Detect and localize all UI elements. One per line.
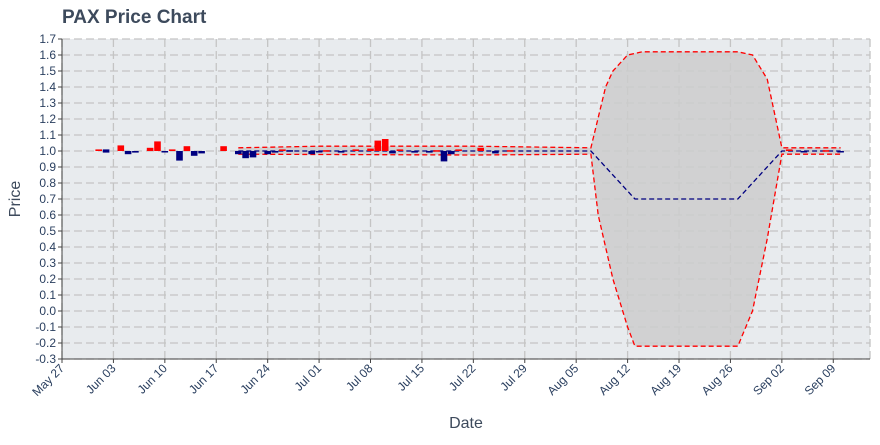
candle	[785, 149, 793, 151]
y-tick-label: 0.6	[39, 208, 56, 222]
candle	[190, 151, 198, 156]
x-tick-label: Aug 19	[647, 361, 684, 398]
candle	[389, 151, 396, 154]
candle	[176, 151, 183, 161]
y-tick-label: 0.5	[39, 224, 56, 238]
x-tick-label: Jun 03	[83, 361, 119, 397]
x-axis-label: Date	[449, 415, 483, 432]
candle	[198, 151, 205, 154]
candle	[220, 146, 227, 151]
candle	[132, 151, 139, 153]
x-tick-label: Jul 01	[292, 361, 325, 394]
candle	[455, 149, 462, 151]
candle	[337, 151, 345, 153]
candle	[95, 149, 102, 151]
y-tick-label: 0.4	[39, 240, 56, 254]
upper-band-line	[238, 51, 841, 149]
x-tick-label: Jul 15	[394, 361, 427, 394]
candle	[183, 146, 191, 151]
band-fill	[238, 51, 841, 347]
candle	[506, 150, 514, 152]
candle	[161, 151, 169, 153]
candle	[448, 151, 455, 155]
candle	[242, 151, 249, 159]
candle	[800, 151, 808, 153]
x-tick-label: Jul 22	[446, 361, 479, 394]
x-tick-label: Jun 10	[135, 361, 171, 397]
x-tick-label: Jun 17	[186, 361, 222, 397]
candle	[352, 149, 360, 151]
y-tick-label: 0.9	[39, 160, 56, 174]
candle	[279, 149, 286, 151]
candle	[154, 141, 161, 151]
candle	[374, 140, 382, 151]
y-tick-label: 0.2	[39, 272, 56, 286]
y-tick-label: 0.0	[39, 304, 56, 318]
candle	[168, 149, 176, 151]
y-tick-label: 1.7	[39, 32, 56, 46]
x-tick-label: May 27	[29, 361, 67, 399]
y-tick-label: 1.0	[39, 144, 56, 158]
candle	[381, 139, 389, 151]
chart-title: PAX Price Chart	[62, 7, 207, 28]
candle	[286, 150, 293, 152]
x-tick-label: Jul 29	[497, 361, 530, 394]
x-tick-label: Sep 09	[802, 361, 839, 398]
y-axis-label: Price	[7, 181, 24, 218]
candle	[477, 147, 484, 151]
x-tick-label: Sep 02	[750, 361, 787, 398]
candle	[315, 151, 323, 153]
x-tick-label: Aug 05	[545, 361, 582, 398]
candle	[124, 151, 132, 155]
candle	[837, 151, 844, 153]
x-tick-label: Jun 24	[237, 361, 273, 397]
candle	[308, 151, 315, 155]
candle	[117, 145, 125, 151]
candle	[146, 147, 154, 151]
candle	[367, 148, 374, 151]
candle	[411, 151, 418, 153]
x-tick-label: Aug 26	[699, 361, 736, 398]
y-tick-labels: -0.3 -0.2 -0.1 0.0 0.1 0.2 0.3 0.4 0.5 0.6 0.7 0.8 0…	[35, 32, 62, 366]
candle	[822, 150, 830, 152]
candle	[396, 149, 404, 151]
y-tick-label: 0.3	[39, 256, 56, 270]
candle	[440, 151, 448, 162]
y-tick-label: 1.5	[39, 64, 56, 78]
candle	[323, 150, 330, 152]
candle	[235, 151, 242, 155]
y-tick-label: -0.2	[35, 336, 56, 350]
candle	[492, 151, 499, 154]
candle	[426, 151, 433, 153]
y-tick-label: -0.1	[35, 320, 56, 334]
y-tick-label: 1.3	[39, 96, 56, 110]
x-tick-label: Jul 08	[343, 361, 376, 394]
candles-layer	[95, 139, 844, 162]
x-tick-labels: May 27 Jun 03 Jun 10 Jun 17 Jun 24 Jul 01 Jul …	[29, 359, 839, 399]
y-tick-label: 1.4	[39, 80, 56, 94]
y-tick-label: 1.2	[39, 112, 56, 126]
y-tick-label: -0.3	[35, 352, 56, 366]
candle	[249, 151, 257, 158]
candle	[102, 149, 110, 153]
y-tick-label: 0.8	[39, 176, 56, 190]
y-tick-label: 1.1	[39, 128, 56, 142]
y-tick-label: 1.6	[39, 48, 56, 62]
y-tick-label: 0.1	[39, 288, 56, 302]
lower-band-line	[238, 153, 841, 347]
y-tick-label: 0.7	[39, 192, 56, 206]
x-tick-label: Aug 12	[596, 361, 633, 398]
candle	[271, 151, 279, 153]
candle	[433, 150, 440, 152]
candle	[264, 151, 271, 155]
